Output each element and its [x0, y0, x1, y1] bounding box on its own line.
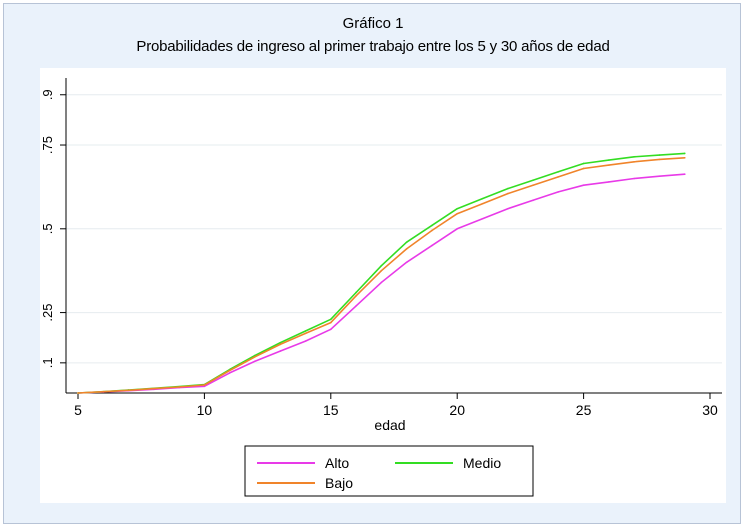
- chart-title: Gráfico 1: [342, 15, 404, 32]
- data-point-medio: [456, 207, 459, 210]
- data-point-medio: [683, 152, 686, 155]
- data-point-medio: [582, 162, 585, 165]
- data-point-alto: [279, 350, 282, 352]
- data-point-alto: [658, 175, 661, 177]
- data-point-alto: [582, 184, 585, 187]
- x-axis-label: edad: [374, 417, 405, 433]
- data-point-medio: [380, 264, 383, 267]
- data-point-medio: [405, 241, 408, 244]
- data-point-bajo: [506, 192, 509, 195]
- data-point-bajo: [178, 386, 180, 388]
- data-point-bajo: [380, 269, 383, 272]
- data-point-bajo: [633, 160, 635, 163]
- x-tick-label: 10: [197, 402, 213, 418]
- data-point-alto: [203, 385, 206, 388]
- data-point-bajo: [532, 184, 534, 187]
- x-tick-label: 30: [702, 402, 718, 418]
- data-point-alto: [683, 173, 686, 175]
- data-point-alto: [431, 244, 433, 247]
- data-point-alto: [481, 217, 484, 220]
- data-point-bajo: [330, 321, 332, 324]
- plot-area: [65, 78, 722, 393]
- y-tick-label: .9: [40, 89, 55, 100]
- data-point-alto: [405, 261, 408, 264]
- data-point-alto: [456, 227, 459, 230]
- data-point-medio: [304, 330, 307, 332]
- axes: .1 .25 .5 .75 .9 5 10 15 20 25 30: [40, 78, 722, 418]
- series-lines: [77, 152, 686, 394]
- data-point-medio: [557, 171, 560, 173]
- data-point-alto: [355, 305, 357, 307]
- data-point-bajo: [127, 389, 130, 392]
- data-point-bajo: [557, 176, 560, 178]
- data-point-medio: [608, 159, 610, 161]
- legend-label-medio: Medio: [463, 455, 501, 471]
- data-point-alto: [532, 199, 534, 202]
- data-point-alto: [608, 181, 610, 183]
- legend-label-bajo: Bajo: [325, 475, 353, 491]
- data-point-alto: [380, 281, 383, 284]
- data-point-bajo: [304, 332, 307, 335]
- chart-subtitle: Probabilidades de ingreso al primer trab…: [136, 38, 610, 55]
- y-tick-label: .75: [40, 136, 55, 154]
- x-tick-label: 20: [449, 402, 465, 418]
- data-point-bajo: [405, 248, 408, 250]
- x-tick-label: 25: [576, 402, 592, 418]
- data-point-bajo: [153, 387, 155, 390]
- gridlines: [66, 94, 722, 364]
- x-tick-label: 15: [323, 402, 339, 418]
- data-point-bajo: [279, 343, 282, 346]
- data-point-medio: [279, 341, 282, 344]
- data-point-bajo: [203, 384, 206, 386]
- data-point-alto: [304, 340, 307, 342]
- data-point-medio: [355, 291, 357, 294]
- data-point-medio: [532, 179, 534, 182]
- data-point-bajo: [456, 212, 459, 215]
- x-tick-label: 5: [74, 402, 82, 418]
- data-point-bajo: [481, 202, 484, 205]
- data-point-bajo: [658, 158, 661, 161]
- data-point-medio: [633, 155, 635, 158]
- data-point-medio: [506, 187, 509, 190]
- data-point-alto: [506, 207, 509, 210]
- data-point-bajo: [254, 356, 256, 358]
- legend-box: [244, 445, 534, 497]
- data-point-medio: [431, 224, 433, 227]
- legend: Alto Medio Bajo: [244, 445, 534, 497]
- y-tick-label: .1: [40, 357, 55, 368]
- data-point-alto: [557, 191, 560, 193]
- data-point-bajo: [683, 156, 686, 159]
- y-tick-label: .5: [40, 223, 55, 234]
- data-point-bajo: [608, 164, 610, 166]
- data-point-bajo: [431, 229, 433, 232]
- data-point-medio: [330, 318, 332, 321]
- data-point-alto: [228, 372, 231, 374]
- data-point-alto: [330, 328, 332, 331]
- y-tick-label: .25: [40, 304, 55, 322]
- data-point-bajo: [228, 369, 231, 372]
- data-point-bajo: [355, 295, 357, 297]
- legend-label-alto: Alto: [325, 455, 349, 471]
- data-point-medio: [481, 197, 484, 200]
- data-point-alto: [254, 360, 256, 362]
- data-point-medio: [658, 154, 661, 156]
- data-point-bajo: [102, 390, 105, 393]
- data-point-bajo: [582, 167, 585, 170]
- data-point-bajo: [77, 392, 79, 394]
- data-point-alto: [633, 177, 635, 180]
